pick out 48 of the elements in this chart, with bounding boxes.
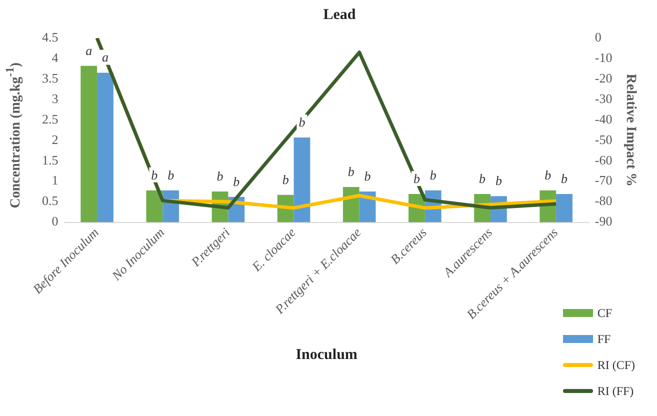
y2-tick-label: -30 [594, 90, 612, 106]
legend-label: CF [597, 306, 612, 320]
bar [97, 72, 114, 222]
y2-tick-label: -20 [594, 70, 612, 86]
y2-tick-label: -90 [594, 214, 612, 229]
y-tick-label: 4.5 [42, 29, 58, 44]
data-label: b [168, 167, 175, 182]
bar [556, 194, 572, 222]
y2-tick-label: -40 [594, 111, 612, 126]
y2-tick-label: -70 [594, 172, 612, 188]
chart-title: Lead [323, 6, 356, 23]
bar [294, 138, 310, 222]
legend-label: FF [597, 332, 611, 346]
y2-tick-label: -60 [594, 152, 612, 168]
data-label: b [495, 172, 502, 188]
data-label: a [102, 50, 109, 65]
y-tick-label: 4 [52, 50, 59, 65]
data-label: b [413, 170, 420, 186]
bar [146, 190, 163, 222]
legend-label: RI (FF) [597, 384, 634, 398]
y-tick-label: 1 [52, 172, 58, 188]
bar [80, 66, 98, 222]
data-label: b [233, 174, 240, 189]
y-tick-label: 3.5 [42, 70, 58, 86]
data-label: b [216, 168, 224, 184]
y-tick-label: 1.5 [42, 152, 58, 168]
data-label: b [151, 167, 158, 182]
data-label: b [282, 172, 290, 187]
data-label: b [364, 168, 372, 184]
y2-tick-label: -80 [594, 193, 612, 208]
y2-tick-label: -50 [594, 132, 612, 147]
data-label: b [298, 114, 306, 130]
data-label: b [348, 164, 355, 179]
y-tick-label: 0 [52, 214, 58, 229]
x-axis-title: Inoculum [296, 346, 358, 363]
y2-axis-title: Relative Impact % [622, 74, 638, 187]
y-tick-label: 3 [52, 90, 58, 106]
legend-label: RI (CF) [597, 358, 635, 372]
y-tick-label: 2 [52, 132, 58, 147]
y2-tick-label: 0 [594, 29, 602, 44]
data-label: b [430, 167, 437, 182]
data-label: a [86, 42, 93, 58]
y2-tick-label: -10 [594, 50, 612, 65]
data-label: b [479, 170, 486, 186]
data-label: b [544, 167, 552, 182]
y-tick-label: 0.5 [42, 193, 58, 208]
data-label: b [561, 170, 568, 186]
y-tick-label: 2.5 [42, 111, 58, 126]
